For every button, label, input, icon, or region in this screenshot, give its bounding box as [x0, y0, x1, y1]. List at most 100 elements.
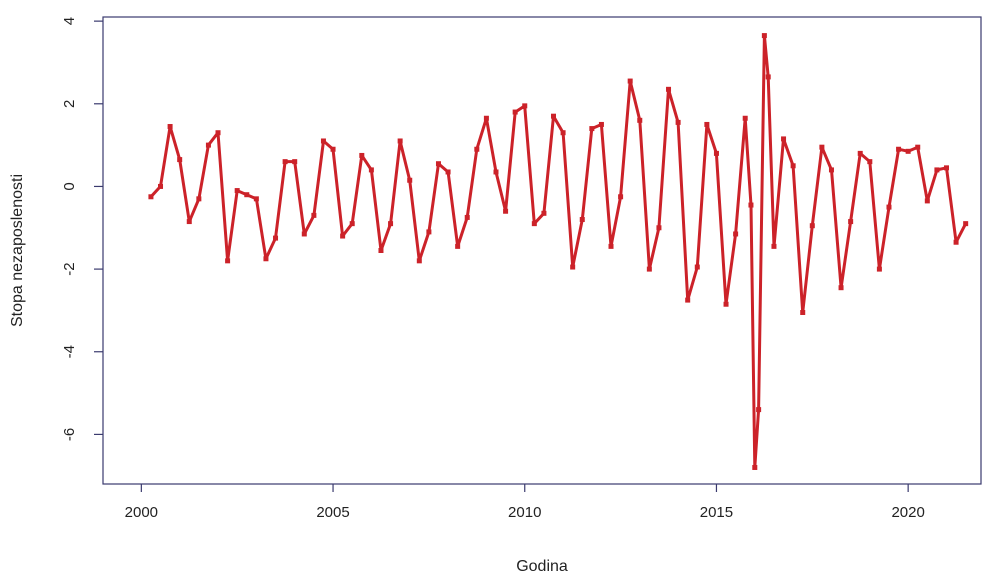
- data-point: [924, 198, 930, 204]
- plot-area: [102, 16, 982, 485]
- data-point: [273, 235, 279, 241]
- data-point: [848, 219, 854, 225]
- data-point: [704, 121, 710, 127]
- data-point: [359, 152, 365, 158]
- data-point: [733, 231, 739, 237]
- data-point: [349, 221, 355, 227]
- data-point: [503, 208, 509, 214]
- x-tick-label: 2005: [316, 504, 349, 521]
- y-tick-label: 4: [61, 17, 78, 25]
- data-point: [589, 126, 595, 132]
- data-point: [867, 159, 873, 165]
- data-point: [838, 285, 844, 291]
- data-point: [148, 194, 154, 200]
- data-point: [896, 146, 902, 152]
- data-point: [435, 161, 441, 167]
- data-point: [934, 167, 940, 173]
- data-point: [809, 223, 815, 229]
- data-point: [752, 464, 758, 470]
- data-point: [618, 194, 624, 200]
- series-line: [148, 33, 969, 470]
- data-point: [876, 266, 882, 272]
- data-point: [263, 256, 269, 262]
- x-tick-label: 2020: [891, 504, 924, 521]
- x-tick-label: 2010: [508, 504, 541, 521]
- data-point: [177, 157, 183, 163]
- data-point: [915, 144, 921, 150]
- data-point: [828, 167, 834, 173]
- data-point: [445, 169, 451, 175]
- data-point: [158, 183, 164, 189]
- data-point: [723, 301, 729, 307]
- data-point: [675, 119, 681, 125]
- data-point: [627, 78, 633, 84]
- data-point: [771, 243, 777, 249]
- data-point: [512, 109, 518, 115]
- data-point: [311, 212, 317, 218]
- data-point: [253, 196, 259, 202]
- data-point: [560, 130, 566, 136]
- data-point: [857, 150, 863, 156]
- plot-border: [102, 16, 982, 485]
- data-point: [292, 159, 298, 165]
- data-point: [215, 130, 221, 136]
- x-axis-title: Godina: [516, 558, 568, 575]
- x-axis: 2000 2005 2010 2015 2020: [125, 484, 925, 521]
- data-point: [765, 74, 771, 80]
- data-point: [522, 103, 528, 109]
- data-point: [455, 243, 461, 249]
- data-point: [426, 229, 432, 235]
- data-point: [407, 177, 413, 183]
- data-point: [742, 115, 748, 121]
- data-point: [330, 146, 336, 152]
- data-point: [800, 309, 806, 315]
- y-axis: -6 -4 -2 0 2 4: [61, 17, 103, 441]
- data-point: [244, 192, 250, 198]
- data-point: [819, 144, 825, 150]
- data-point: [953, 239, 959, 245]
- data-point: [282, 159, 288, 165]
- y-tick-label: 0: [61, 182, 78, 190]
- x-tick-label: 2000: [125, 504, 158, 521]
- data-point: [963, 221, 969, 227]
- data-point: [388, 221, 394, 227]
- y-tick-label: -6: [61, 428, 78, 441]
- data-point: [205, 142, 211, 148]
- data-point: [551, 113, 557, 119]
- data-point: [570, 264, 576, 270]
- data-point: [340, 233, 346, 239]
- data-point: [790, 163, 796, 169]
- data-point: [234, 188, 240, 194]
- x-tick-label: 2015: [700, 504, 733, 521]
- y-tick-label: -4: [61, 345, 78, 358]
- data-point: [685, 297, 691, 303]
- data-point: [483, 115, 489, 121]
- data-point: [598, 121, 604, 127]
- data-point: [397, 138, 403, 144]
- data-point: [761, 33, 767, 39]
- data-point: [186, 219, 192, 225]
- data-point: [646, 266, 652, 272]
- data-point: [713, 150, 719, 156]
- data-point: [368, 167, 374, 173]
- data-point: [416, 258, 422, 264]
- y-tick-label: -2: [61, 262, 78, 275]
- data-point: [748, 202, 754, 208]
- data-point: [493, 169, 499, 175]
- data-point: [531, 221, 537, 227]
- data-point: [225, 258, 231, 264]
- data-point: [301, 231, 307, 237]
- data-point: [320, 138, 326, 144]
- data-point: [464, 214, 470, 220]
- data-point: [694, 264, 700, 270]
- data-point: [541, 210, 547, 216]
- data-point: [378, 248, 384, 253]
- y-tick-label: 2: [61, 100, 78, 108]
- data-point: [943, 165, 949, 171]
- data-point: [196, 196, 202, 202]
- series-path: [149, 34, 968, 469]
- data-point: [781, 136, 787, 142]
- data-point: [905, 148, 911, 154]
- data-point: [637, 117, 643, 123]
